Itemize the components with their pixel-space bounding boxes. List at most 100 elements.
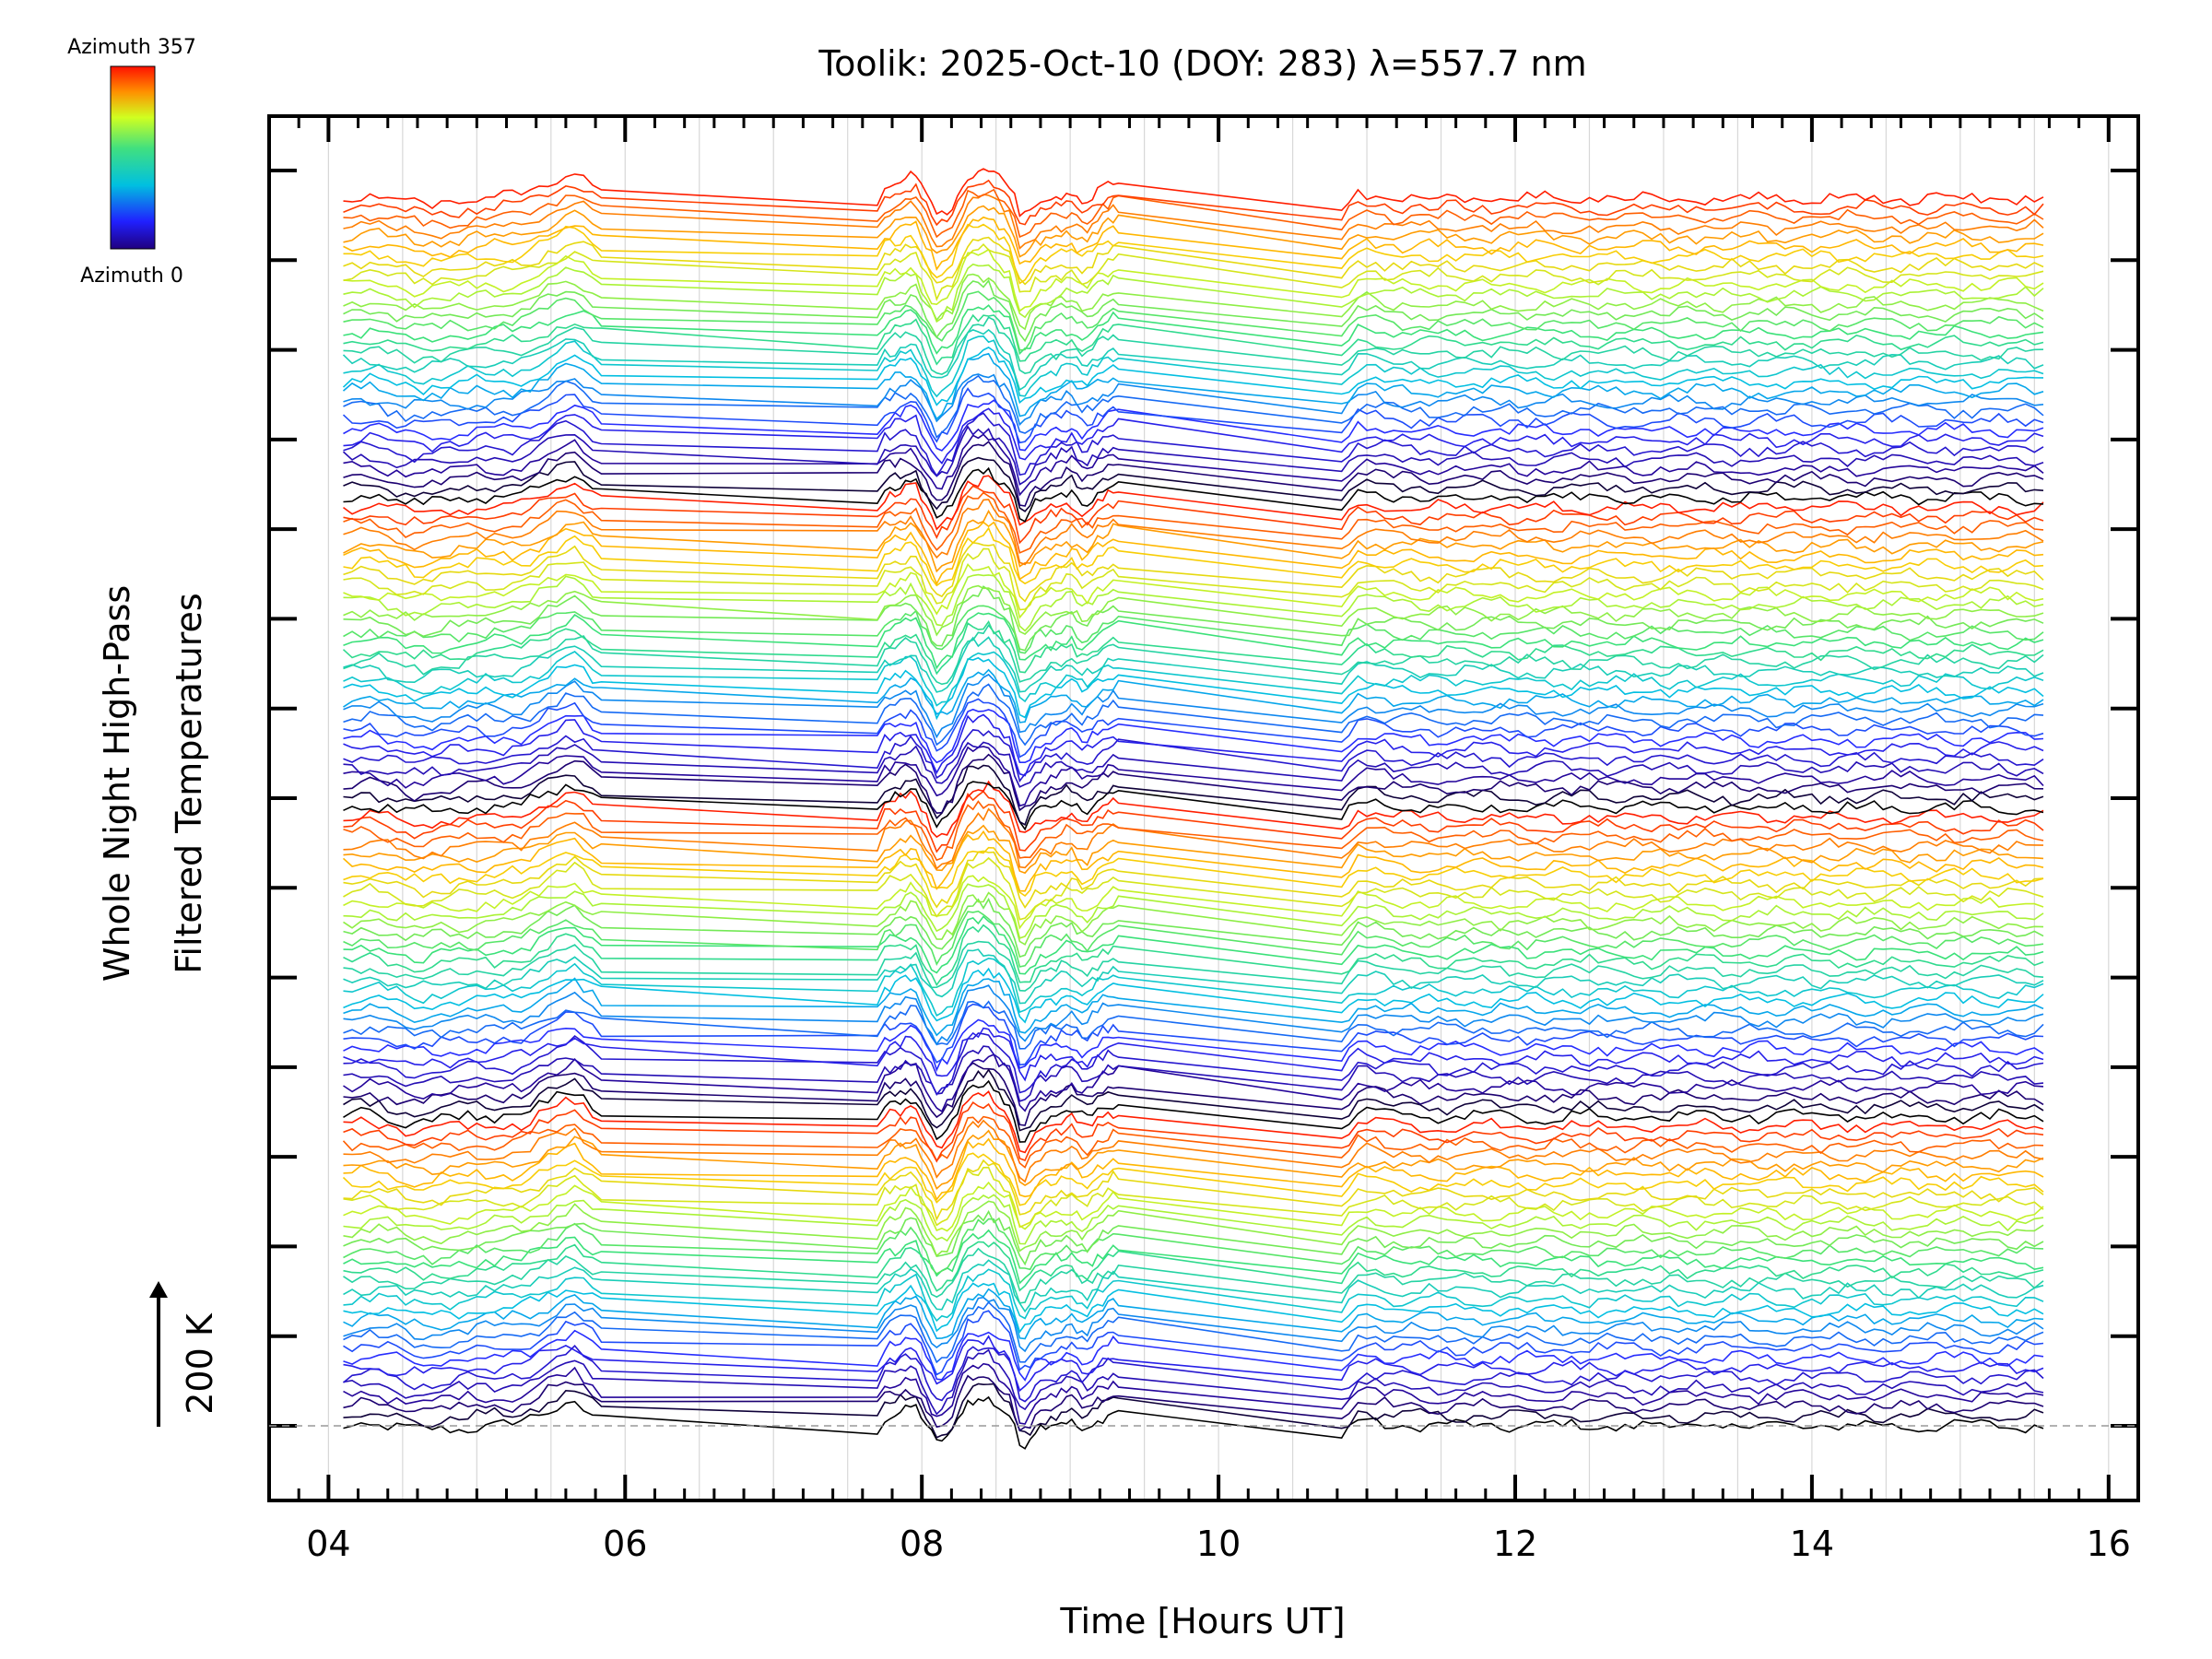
series-line [343, 1310, 2044, 1376]
series-line [343, 1209, 2044, 1266]
series-line [342, 1115, 2044, 1169]
series-line [343, 585, 2044, 652]
series-line [343, 1300, 2044, 1364]
series-line [343, 800, 2044, 862]
series-line [343, 948, 2044, 1005]
series-line [343, 223, 2044, 285]
series-line [343, 875, 2044, 930]
series-line [343, 612, 2044, 670]
series-line [343, 1032, 2044, 1096]
series-line [343, 1218, 2044, 1276]
series-line [343, 485, 2044, 545]
series-line [343, 668, 2044, 724]
colorbar-top-label: Azimuth 357 [67, 36, 196, 59]
series-line [343, 940, 2044, 992]
series-line [343, 807, 2044, 870]
series-line [343, 753, 2044, 815]
series-line [343, 977, 2044, 1037]
series-line [343, 1374, 2044, 1432]
series-line [343, 1288, 2044, 1340]
series-line [342, 830, 2044, 892]
series-line [343, 273, 2044, 331]
series-line [343, 584, 2044, 637]
series-line [343, 910, 2044, 968]
series-line [343, 915, 2044, 975]
series-line [343, 475, 2044, 531]
series-line [343, 924, 2044, 987]
axes-layer: 04 06 08 10 12 14 16 [267, 114, 2140, 1564]
series-line [343, 242, 2044, 301]
x-tick-label: 10 [1196, 1524, 1241, 1564]
x-tick-label: 08 [900, 1524, 944, 1564]
series-line [343, 1159, 2044, 1222]
series-line [343, 850, 2044, 909]
series-line [342, 1152, 2044, 1206]
series-line [343, 764, 2044, 826]
series-line [343, 708, 2044, 764]
series-line [343, 1259, 2044, 1313]
x-tick-label: 04 [306, 1524, 350, 1564]
series-line [343, 316, 2044, 375]
series-line [343, 248, 2044, 312]
series-line [343, 780, 2044, 839]
series-line [343, 374, 2044, 439]
plot-frame [267, 114, 2140, 1502]
series-line [343, 216, 2044, 271]
series-line [343, 1296, 2044, 1353]
series-line [343, 1062, 2044, 1126]
series-line [343, 168, 2044, 218]
series-line [343, 466, 2044, 523]
series-line [343, 194, 2044, 250]
series-line [343, 1090, 2044, 1154]
series-line [343, 263, 2044, 324]
series-line [343, 897, 2044, 959]
series-line [343, 656, 2044, 721]
y-axis-title-line1: Whole Night High-Pass [97, 585, 137, 982]
series-line [343, 441, 2044, 507]
series-line [343, 499, 2044, 566]
x-tick-label: 16 [2087, 1524, 2131, 1564]
series-line [343, 1348, 2044, 1416]
series-line [343, 179, 2044, 227]
series-line [342, 346, 2044, 406]
series-line [343, 188, 2044, 239]
series-line [343, 547, 2044, 611]
y-axis-title-line2: Filtered Temperatures [169, 593, 209, 973]
series-line [343, 573, 2044, 632]
series-line [343, 278, 2044, 343]
scale-indicator: 200 K [149, 1281, 220, 1427]
series-line [343, 1027, 2044, 1082]
series-line [343, 781, 2044, 831]
series-line [342, 619, 2044, 676]
series-line [343, 1119, 2044, 1183]
series-line [343, 1137, 2044, 1202]
series-line [343, 509, 2044, 573]
series-line [343, 313, 2044, 366]
series-line [343, 746, 2044, 807]
series-line [343, 399, 2044, 452]
series-line [343, 1200, 2044, 1257]
series-line [343, 304, 2044, 356]
series-line [343, 1282, 2044, 1334]
series-line [343, 1129, 2044, 1191]
series-line [343, 967, 2044, 1024]
series-line [343, 1194, 2044, 1245]
scale-label: 200 K [180, 1312, 220, 1415]
scale-arrow-head [149, 1281, 168, 1298]
series-line [343, 1247, 2044, 1304]
series-line [342, 425, 2044, 486]
series-line [343, 1229, 2044, 1285]
series-layer [342, 168, 2044, 1450]
series-line [342, 1345, 2044, 1403]
series-line [343, 984, 2044, 1046]
series-line [343, 1068, 2044, 1132]
series-line [343, 741, 2044, 788]
series-line [343, 541, 2044, 603]
series-line [343, 790, 2044, 853]
colorbar-gradient [110, 65, 156, 250]
colorbar-bottom-label: Azimuth 0 [80, 265, 183, 288]
series-line [343, 1382, 2044, 1439]
series-line [343, 433, 2044, 497]
series-line [343, 891, 2044, 946]
